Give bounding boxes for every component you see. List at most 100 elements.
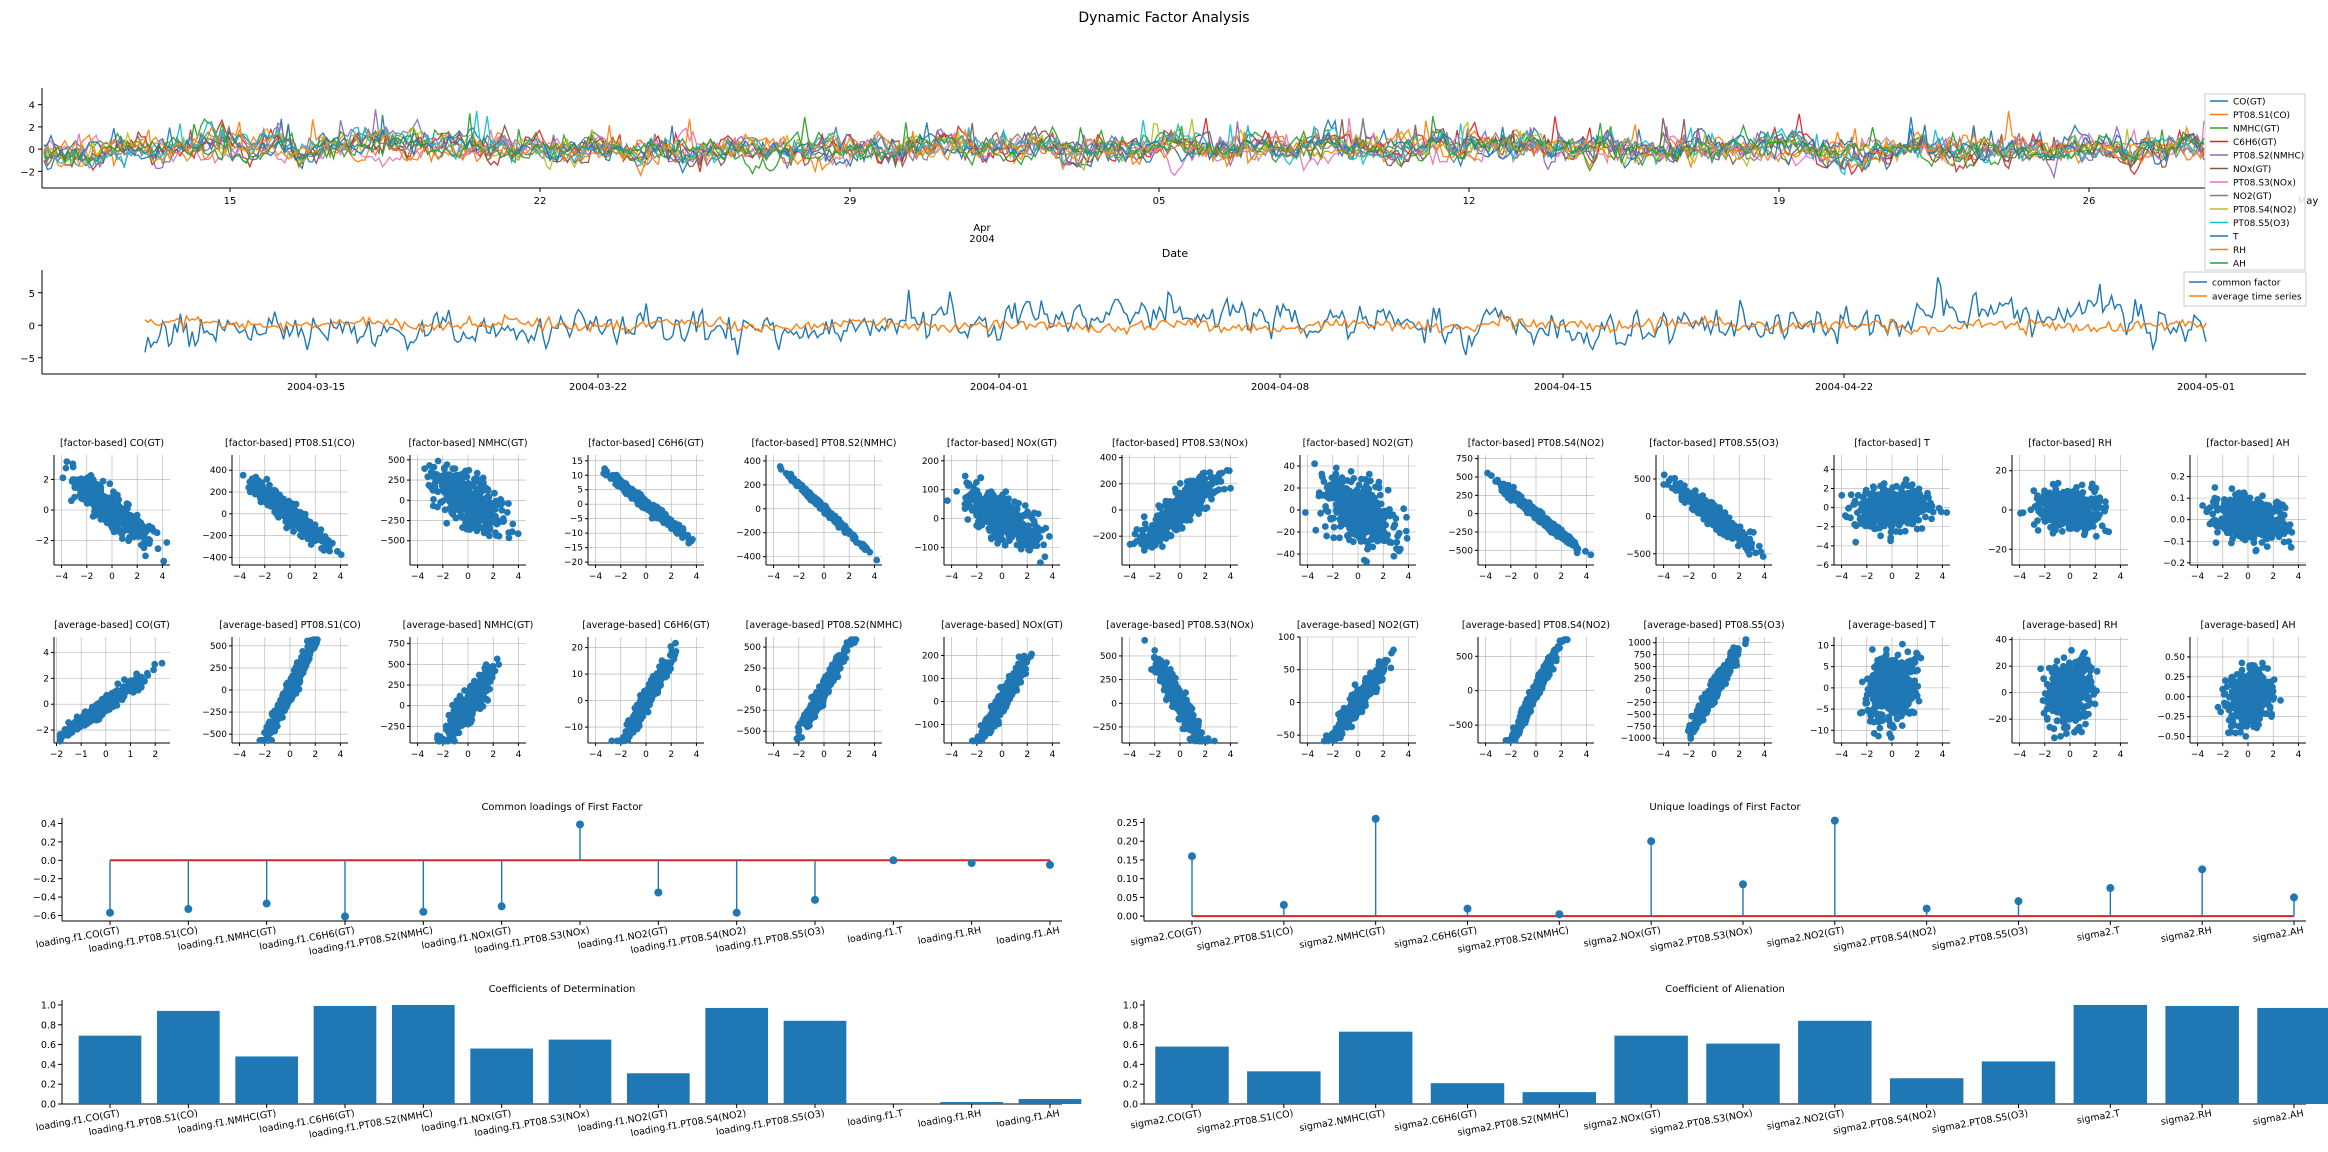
factor-scatter-row-point: [1205, 486, 1213, 493]
factor-scatter-row-point: [997, 530, 1005, 538]
factor-scatter-row-point: [999, 496, 1007, 504]
factor-scatter-row-xtick-label: 0: [109, 572, 115, 582]
factor-scatter-row-point: [252, 486, 260, 494]
factor-scatter-row-point: [1358, 475, 1365, 483]
factor-scatter-row-ytick-label: −20: [564, 558, 583, 568]
factor-scatter-row-point: [1328, 480, 1336, 488]
factor-scatter-row-point: [473, 487, 480, 495]
factor-scatter-row-ytick-label: 20: [1284, 484, 1296, 494]
factor-scatter-row-point: [1041, 553, 1049, 561]
factor-scatter-row-xtick-label: −2: [614, 572, 627, 582]
factor-scatter-row-title: [factor-based] PT08.S2(NMHC): [752, 438, 897, 449]
factor-scatter-row-ytick-label: 0: [933, 515, 939, 525]
factor-scatter-row-point: [494, 517, 502, 524]
factor-scatter-row-point: [792, 478, 799, 486]
factor-scatter-row-point: [1943, 509, 1951, 516]
factor-scatter-row-point: [473, 469, 481, 477]
factor-scatter-row-point: [498, 507, 506, 514]
ts-xtick-label: 19: [1773, 196, 1786, 207]
ts-legend-label: C6H6(GT): [2233, 138, 2277, 148]
factor-scatter-row-xtick-label: 4: [1584, 572, 1590, 582]
factor-scatter-row-point: [457, 511, 465, 519]
factor-scatter-row-point: [953, 488, 960, 495]
factor-scatter-row-title: [factor-based] T: [1854, 438, 1930, 449]
factor-scatter-row-point: [492, 499, 500, 506]
factor-scatter-row-point: [866, 548, 874, 556]
ts-xtick-label: 05: [1153, 196, 1166, 207]
factor-scatter-row-xtick-label: −2: [1682, 572, 1695, 582]
factor-scatter-row-point: [1660, 481, 1668, 488]
factor-scatter-row-point: [1338, 509, 1346, 517]
factor-xtick-label: 2004-05-01: [2177, 382, 2235, 393]
factor-scatter-row-xtick-label: −4: [1479, 572, 1493, 582]
factor-scatter-row-point: [505, 500, 512, 507]
factor-scatter-row-ytick-label: 100: [922, 486, 939, 496]
factor-scatter-row-point: [452, 514, 460, 522]
factor-scatter-row-point: [1395, 547, 1403, 555]
factor-ytick-label: 5: [29, 289, 35, 300]
factor-scatter-row-ytick-label: 500: [388, 456, 405, 466]
factor-scatter-row-point: [1337, 498, 1344, 506]
factor-scatter-row-point: [1174, 520, 1182, 527]
factor-scatter-row-point: [812, 499, 820, 506]
factor-scatter-row-panel: [factor-based] PT08.S3(NOx)−4 −2 0 2 4−20002…: [1092, 438, 1248, 582]
factor-scatter-row-xtick-label: 0: [287, 572, 293, 582]
factor-scatter-row-xtick-label: −4: [767, 572, 781, 582]
factor-scatter-row-point: [1546, 524, 1553, 532]
factor-scatter-row-point: [141, 537, 149, 545]
factor-scatter-row-point: [81, 492, 89, 499]
factor-scatter-row-point: [1206, 491, 1214, 499]
factor-scatter-row-point: [1171, 500, 1179, 508]
factor-scatter-row-ytick-label: −500: [380, 537, 405, 547]
factor-scatter-row-point: [448, 509, 455, 516]
factor-scatter-row-point: [468, 493, 476, 500]
factor-scatter-row-ytick-label: 200: [744, 481, 761, 491]
factor-scatter-row-point: [439, 472, 447, 479]
factor-scatter-row-point: [1344, 490, 1352, 498]
factor-scatter-row-point: [484, 504, 491, 512]
factor-scatter-row-point: [1676, 482, 1684, 489]
ts-xtick-label: 29: [844, 196, 857, 207]
factor-scatter-row-ytick-label: 4: [1823, 465, 1829, 475]
ts-ytick-label: 4: [29, 101, 35, 112]
factor-scatter-row-point: [1206, 469, 1214, 476]
factor-scatter-row-ytick-label: 0: [1111, 506, 1117, 516]
factor-scatter-row-point: [1332, 470, 1340, 478]
factor-scatter-row-point: [1354, 526, 1361, 533]
factor-scatter-row-point: [297, 532, 304, 539]
factor-scatter-row-point: [822, 507, 829, 515]
factor-scatter-row-point: [990, 528, 998, 536]
factor-scatter-row-xtick-label: 0: [999, 572, 1005, 582]
factor-scatter-row-point: [964, 516, 972, 523]
factor-scatter-row-panel: [factor-based] PT08.S5(O3)−4 −2 0 2 4−500050…: [1626, 438, 1778, 582]
factor-xtick-label: 2004-04-15: [1534, 382, 1592, 393]
factor-scatter-row-ytick-label: 0: [755, 505, 761, 515]
factor-scatter-row-point: [969, 488, 976, 496]
factor-scatter-row-point: [1711, 509, 1719, 517]
factor-scatter-row-point: [311, 521, 319, 529]
factor-scatter-row-point: [270, 486, 278, 494]
factor-scatter-row-ytick-label: 400: [1100, 454, 1117, 464]
factor-scatter-row-point: [861, 542, 869, 550]
factor-scatter-row-xtick-label: 0: [1355, 572, 1361, 582]
factor-scatter-row-point: [661, 513, 668, 521]
factor-scatter-row-point: [1755, 542, 1763, 550]
factor-scatter-row-xtick-label: 0: [1711, 572, 1717, 582]
factor-scatter-row-ytick-label: 5: [577, 486, 583, 496]
factor-xtick-label: 2004-04-22: [1815, 382, 1873, 393]
factor-scatter-row-panel: [factor-based] PT08.S4(NO2)−4 −2 0 2 4−500−2…: [1448, 438, 1604, 582]
factor-ytick-label: 0: [29, 321, 35, 332]
factor-scatter-row-ytick-label: 0: [221, 510, 227, 520]
factor-scatter-row-xtick-label: −4: [1835, 572, 1849, 582]
factor-scatter-row-panel: [factor-based] PT08.S1(CO)−4 −2 0 2 4−400−20…: [202, 438, 355, 582]
factor-scatter-row-ytick-label: 200: [922, 457, 939, 467]
factor-scatter-row-point: [1318, 470, 1326, 478]
factor-scatter-row-point: [1317, 509, 1324, 517]
factor-scatter-row-ytick-label: 0: [1645, 512, 1651, 522]
factor-scatter-row-point: [484, 517, 491, 525]
factor-scatter-row-point: [1005, 531, 1012, 539]
factor-scatter-row-point: [1660, 471, 1668, 479]
factor-scatter-row-ytick-label: 400: [210, 466, 227, 476]
factor-scatter-row-point: [259, 487, 267, 495]
